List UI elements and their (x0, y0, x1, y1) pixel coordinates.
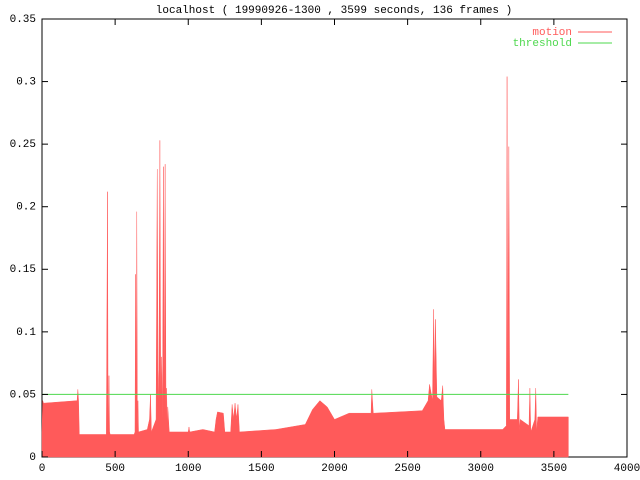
y-tick-label: 0.3 (16, 76, 36, 88)
x-tick-label: 2000 (321, 463, 347, 475)
y-tick-label: 0.15 (10, 264, 36, 276)
x-tick-label: 1500 (248, 463, 274, 475)
y-tick-label: 0 (29, 452, 36, 464)
x-tick-label: 0 (39, 463, 46, 475)
y-tick-label: 0.25 (10, 139, 36, 151)
y-tick-label: 0.1 (16, 327, 36, 339)
legend-label: threshold (513, 38, 572, 50)
motion-area (41, 76, 569, 458)
y-tick-label: 0.05 (10, 389, 36, 401)
x-tick-label: 1000 (175, 463, 201, 475)
chart-title: localhost ( 19990926-1300 , 3599 seconds… (156, 5, 512, 17)
y-tick-label: 0.35 (10, 14, 36, 26)
x-tick-label: 3000 (468, 463, 494, 475)
x-tick-label: 2500 (394, 463, 420, 475)
legend-label: motion (532, 27, 572, 39)
x-tick-label: 4000 (614, 463, 640, 475)
x-tick-label: 3500 (541, 463, 567, 475)
plot-frame (41, 18, 628, 458)
y-tick-label: 0.2 (16, 202, 36, 214)
x-tick-label: 500 (105, 463, 125, 475)
